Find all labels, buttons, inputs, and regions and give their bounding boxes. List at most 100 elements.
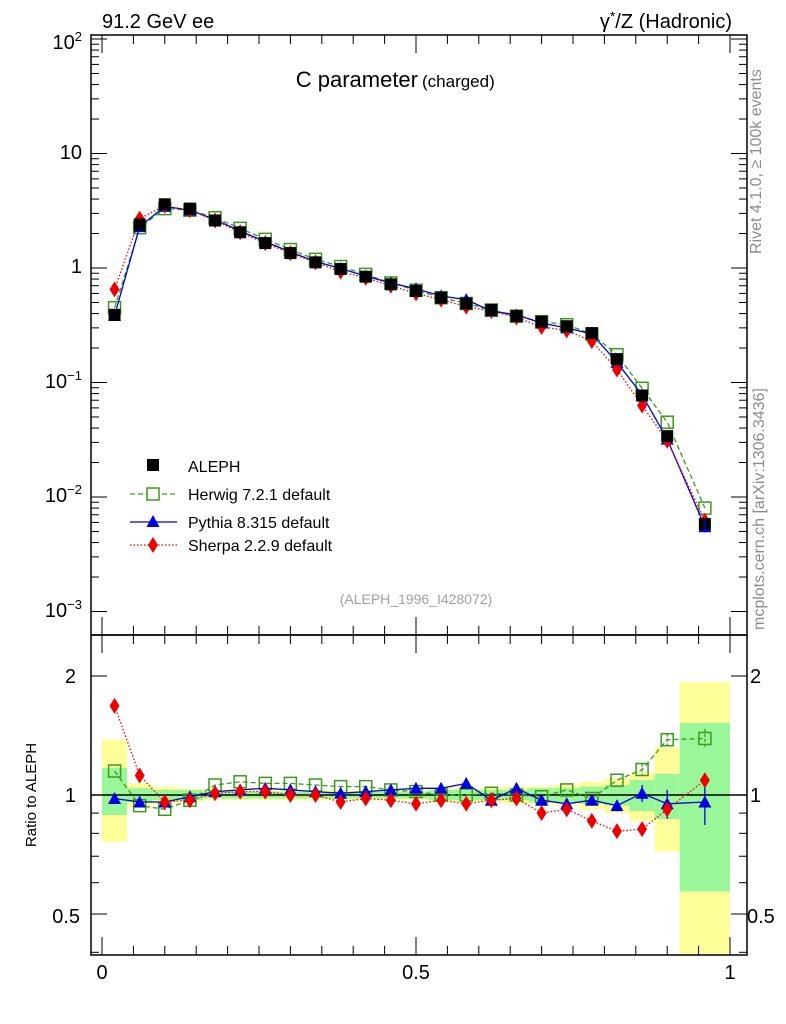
herwig-ratio-line [114,737,705,810]
y-tick-100-exp: 2 [75,29,82,44]
aleph-main-point-0 [108,308,121,321]
y-tick-0.01-exp: −2 [67,482,82,497]
energy-label: 91.2 GeV ee [102,11,214,33]
aleph-main-point-15 [485,303,498,316]
sherpa-ratio-point-21 [637,821,648,838]
legend-pythia-marker [146,515,160,527]
y-tick-label-0.01: 10−2 [45,482,82,507]
x-tick-label-1: 1 [724,962,735,984]
sherpa-ratio-point-4 [210,785,221,802]
ratio-plot-marks [107,697,712,840]
sherpa-ratio-point-6 [260,783,271,800]
sherpa-ratio-point-19 [586,812,597,829]
pythia-ratio-point-20 [610,799,624,812]
sherpa-ratio-point-5 [235,783,246,800]
y-tick-0.001-exp: −3 [67,597,82,612]
herwig-ratio-point-18 [559,783,574,797]
sherpa-ratio-point-2 [159,794,170,811]
legend: ALEPH Herwig 7.2.1 default Pythia 8.315 … [130,459,333,555]
aleph-main-point-21 [636,389,649,402]
aleph-main-point-6 [259,237,272,250]
aleph-main-point-19 [585,327,598,340]
pythia-ratio-point-19 [585,793,599,806]
legend-herwig-marker [146,487,160,501]
sherpa-ratio-point-8 [310,787,321,803]
aleph-main-point-9 [334,263,347,276]
aleph-main-point-12 [410,284,422,297]
sherpa-ratio-point-11 [385,792,396,809]
sherpa-ratio-point-9 [335,794,346,811]
ratio-band-inner-0 [102,768,128,816]
herwig-main-point-22 [660,415,674,429]
aleph-main-point-8 [309,256,322,269]
aleph-main-point-3 [183,202,196,215]
pythia-ratio-point-0 [108,791,122,804]
ratio-y-tick-0.5: 0.5 [52,906,80,928]
aleph-main-point-20 [610,353,623,366]
sherpa-main-point-20 [611,361,622,378]
sherpa-ratio-point-10 [360,790,371,807]
legend-aleph-label: ALEPH [188,459,240,476]
y-tick-0.01-base: 10 [45,485,67,507]
sherpa-ratio-point-17 [536,805,547,822]
legend-pythia-label: Pythia 8.315 default [188,515,330,532]
main-plot-marks [107,197,712,533]
ratio-uncertainty-bands [91,682,747,954]
pythia-ratio-point-16 [509,781,523,794]
main-y-tick-labels: 102 10 1 10−1 10−2 10−3 [45,29,82,622]
sherpa-ratio-point-0 [109,697,120,714]
aleph-main-point-18 [560,320,573,333]
sherpa-ratio-point-3 [184,792,195,809]
herwig-ratio-point-20 [610,773,624,787]
pythia-ratio-point-21 [635,786,649,799]
ratio-y-tick-2: 2 [65,666,76,688]
sherpa-ratio-point-12 [411,795,421,812]
process-label: γ*/Z (Hadronic) [600,8,732,33]
main-axis-ticks [91,35,747,635]
aleph-main-point-10 [359,270,372,283]
pythia-ratio-point-13 [434,781,448,794]
legend-aleph-marker [147,459,159,471]
sherpa-ratio-point-22 [662,801,673,818]
x-tick-label-0: 0 [96,962,107,984]
main-panel: 102 10 1 10−1 10−2 10−3 C parameter (cha… [45,29,748,636]
y-tick-label-1: 1 [71,256,82,278]
x-tick-label-0.5: 0.5 [402,962,430,984]
ratio-panel: 2 1 0.5 2 1 0.5 Ratio to ALEPH 0 0.5 1 [23,634,775,984]
pythia-ratio-point-1 [133,795,147,808]
pythia-ratio-point-12 [409,781,423,794]
aleph-main-point-5 [234,226,247,239]
plot-title: C parameter [296,67,418,92]
pythia-ratio-point-23 [698,795,712,808]
pythia-ratio-point-9 [334,786,348,799]
y-tick-label-0.1: 10−1 [45,368,82,393]
sherpa-ratio-point-18 [561,801,572,818]
aleph-main-point-1 [133,218,146,231]
aleph-main-point-17 [535,315,548,328]
sherpa-ratio-point-7 [285,787,296,803]
y-tick-label-10: 10 [60,142,82,164]
legend-sherpa-label: Sherpa 2.2.9 default [188,538,333,555]
pythia-ratio-point-17 [535,793,549,806]
y-tick-0.1-base: 10 [45,371,67,393]
mcplots-source-label: mcplots.cern.ch [arXiv:1306.3436] [751,388,768,630]
ratio-y-tick-1: 1 [65,785,76,807]
pythia-ratio-point-11 [384,783,398,796]
y-tick-0.1-exp: −1 [67,368,82,383]
legend-sherpa-marker [148,537,158,553]
aleph-main-point-22 [661,430,674,443]
ratio-y-tick-1-right: 1 [750,785,761,807]
aleph-main-point-7 [284,247,297,260]
legend-herwig-label: Herwig 7.2.1 default [188,487,331,504]
sherpa-main-point-0 [109,281,120,298]
sherpa-ratio-point-1 [134,767,145,784]
y-tick-label-100: 102 [53,29,82,54]
sherpa-ratio-point-23 [699,772,710,789]
ratio-axis-ticks [91,635,747,955]
y-tick-0.001-base: 10 [45,600,67,622]
ratio-y-tick-2-right: 2 [750,666,761,688]
analysis-tag: (ALEPH_1996_I428072) [340,591,493,607]
plot-title-sub: (charged) [422,72,495,91]
herwig-ratio-point-0 [107,764,122,778]
rivet-version-label: Rivet 4.1.0, ≥ 100k events [748,69,765,254]
